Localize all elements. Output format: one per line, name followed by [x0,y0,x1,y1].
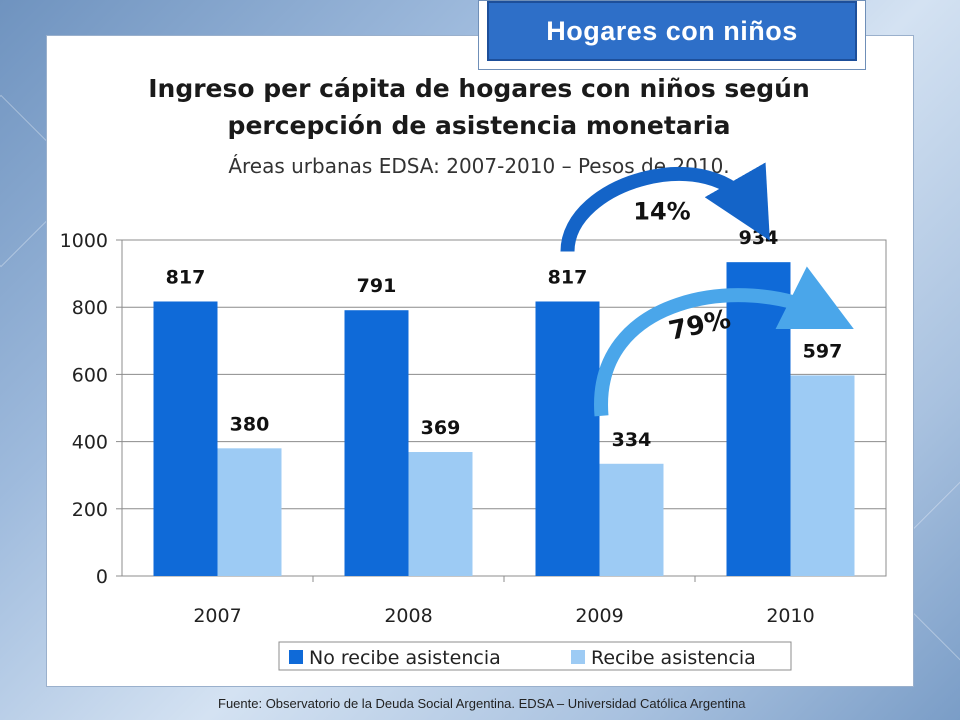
data-label: 380 [230,413,270,435]
bar-no-recibe-2008 [344,310,409,576]
legend-swatch [571,650,585,664]
x-tick-label: 2008 [384,605,432,627]
y-tick-label: 0 [96,566,108,588]
y-tick-label: 200 [72,499,108,521]
y-tick-label: 400 [72,432,108,454]
y-tick-label: 800 [72,297,108,319]
data-label: 817 [166,266,206,288]
y-tick-label: 1000 [60,230,108,252]
chart-title: Ingreso per cápita de hogares con niños … [46,70,912,144]
growth-arrow-recibe [594,266,854,417]
legend-label: Recibe asistencia [591,647,756,669]
growth-label-no-recibe: 14% [633,197,690,225]
x-tick-label: 2010 [766,605,814,627]
source-note: Fuente: Observatorio de la Deuda Social … [218,696,746,711]
legend-label: No recibe asistencia [309,647,501,669]
bar-recibe-2008 [408,452,473,576]
section-badge-label: Hogares con niños [487,1,857,61]
bar-recibe-2010 [790,375,855,576]
data-label: 934 [739,227,779,249]
chart-title-line2: percepción de asistencia monetaria [227,111,731,140]
bar-recibe-2007 [217,448,282,576]
bar-no-recibe-2007 [153,301,218,576]
x-tick-label: 2007 [193,605,241,627]
growth-arrow-no-recibe [560,162,770,253]
chart-title-line1: Ingreso per cápita de hogares con niños … [148,74,810,103]
data-label: 597 [803,340,843,362]
data-label: 334 [612,429,652,451]
legend [278,641,792,671]
x-tick-label: 2009 [575,605,623,627]
bar-recibe-2009 [599,463,664,576]
legend-swatch [289,650,303,664]
y-tick-label: 600 [72,364,108,386]
data-label: 791 [357,275,397,297]
bar-no-recibe-2010 [726,262,791,576]
bar-no-recibe-2009 [535,301,600,576]
data-label: 817 [548,266,588,288]
section-badge: Hogares con niños [478,0,866,70]
data-label: 369 [421,417,461,439]
